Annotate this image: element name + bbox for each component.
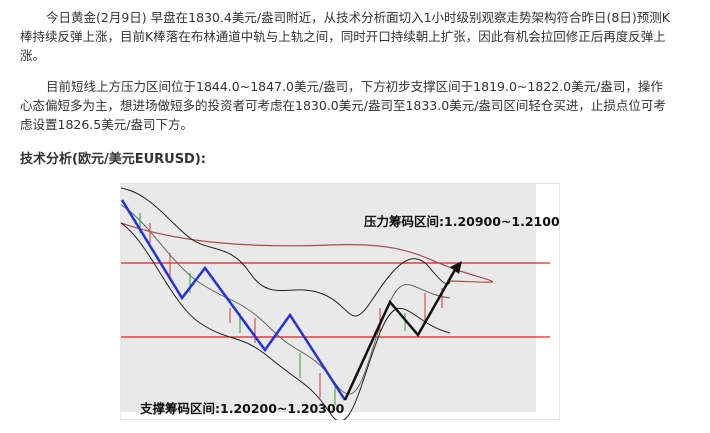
support-label: 支撑筹码区间:1.20200~1.20300	[139, 401, 345, 416]
heading: 技术分析(欧元/美元EURUSD):	[20, 152, 206, 167]
paragraph: 目前短线上方压力区间位于1844.0~1847.0美元/盎司，下方初步支撑区间于…	[20, 79, 666, 132]
chart-image: 压力筹码区间:1.20900~1.21000 支撑筹码区间:1.20200~1.…	[120, 183, 560, 420]
paragraph: 今日黄金(2月9日) 早盘在1830.4美元/盎司附近，从技术分析面切入1小时级…	[20, 10, 670, 63]
resistance-label: 压力筹码区间:1.20900~1.21000	[364, 214, 560, 229]
